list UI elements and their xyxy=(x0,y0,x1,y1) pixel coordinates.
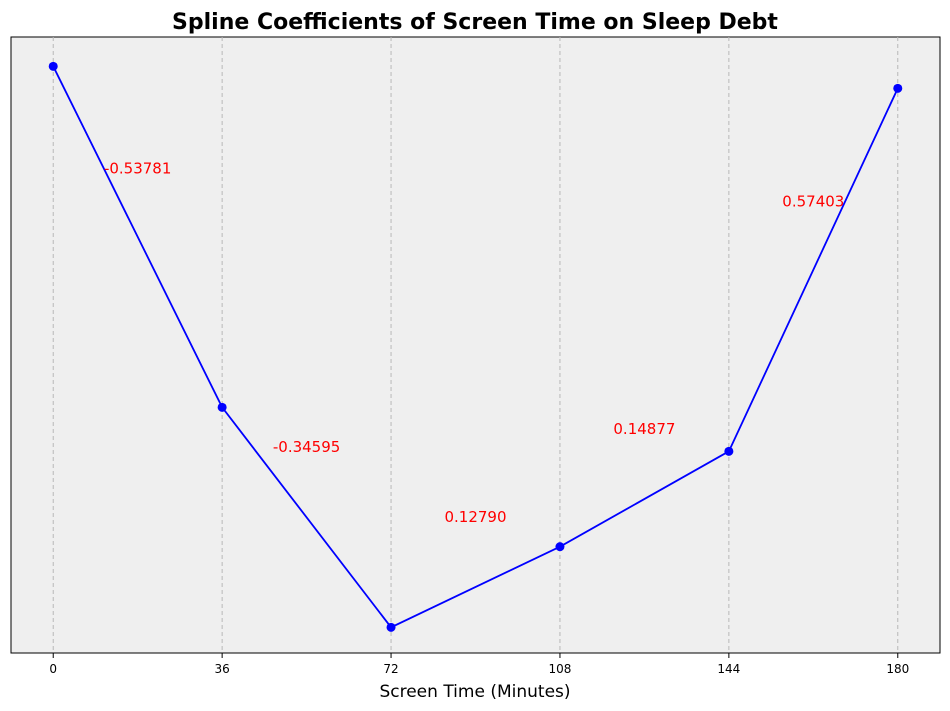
coefficient-label: -0.34595 xyxy=(273,438,340,456)
coefficient-label: 0.57403 xyxy=(782,193,844,211)
data-point xyxy=(555,542,565,552)
x-tick-label: 0 xyxy=(49,662,57,676)
series xyxy=(48,61,903,632)
x-tick-label: 36 xyxy=(214,662,229,676)
x-axis-label: Screen Time (Minutes) xyxy=(379,682,570,702)
x-tick-label: 144 xyxy=(717,662,740,676)
coefficient-label: 0.12790 xyxy=(444,508,506,526)
data-point xyxy=(724,446,734,456)
data-point xyxy=(893,83,903,93)
x-tick-label: 72 xyxy=(383,662,398,676)
coefficient-label: -0.53781 xyxy=(104,160,171,178)
coefficient-label: 0.14877 xyxy=(613,420,675,438)
x-tick-label: 108 xyxy=(549,662,572,676)
plot-area xyxy=(10,36,941,654)
x-axis-ticks: 0 36 72 108 144 180 xyxy=(49,653,909,676)
data-point xyxy=(386,622,396,632)
data-point xyxy=(217,402,227,412)
annotations: -0.53781 -0.34595 0.12790 0.14877 0.57403 xyxy=(104,160,844,526)
data-point xyxy=(48,61,58,71)
x-tick-label: 180 xyxy=(886,662,909,676)
chart-title: Spline Coefficients of Screen Time on Sl… xyxy=(172,10,778,35)
series-line xyxy=(52,65,899,629)
